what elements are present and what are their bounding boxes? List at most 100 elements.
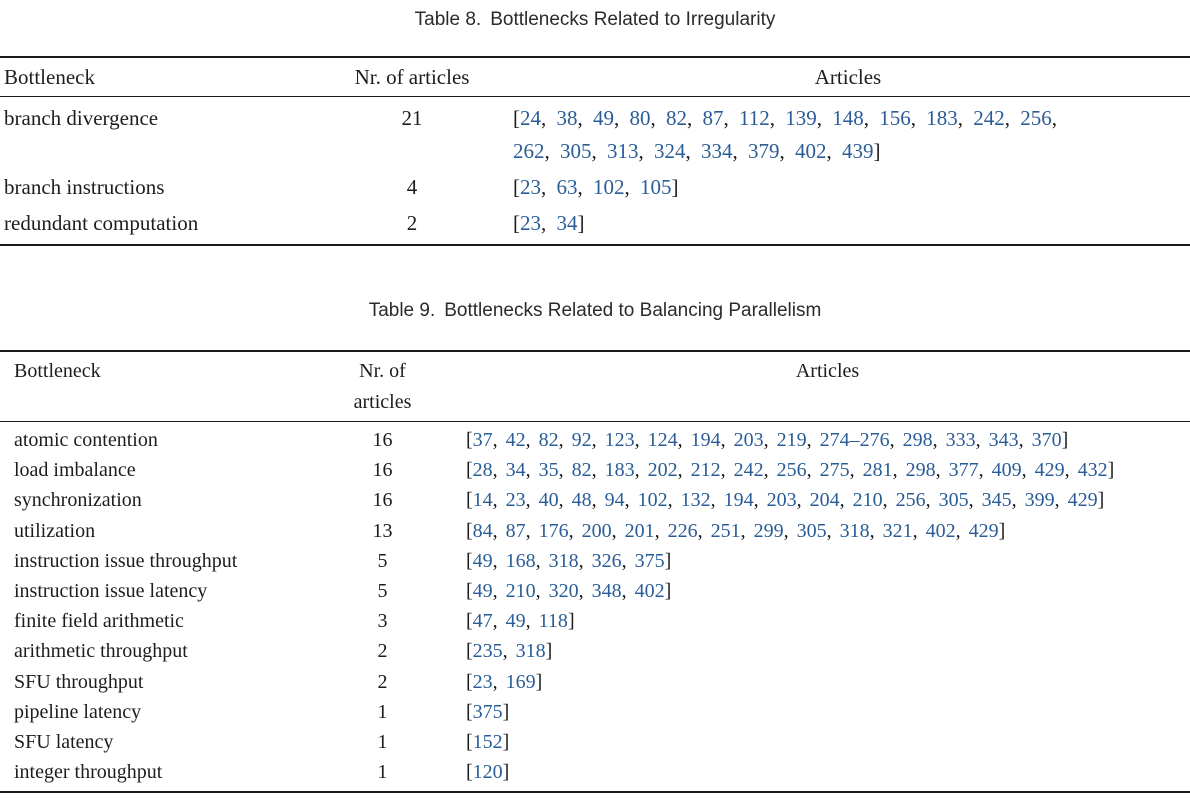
citation-link[interactable]: 432 [1077, 459, 1108, 482]
citation-link[interactable]: 120 [472, 761, 503, 784]
citation-link[interactable]: 23 [520, 211, 541, 235]
citation-link[interactable]: 345 [981, 489, 1012, 512]
citation-link[interactable]: 235 [472, 640, 503, 663]
citation-link[interactable]: 298 [905, 459, 936, 482]
citation-link[interactable]: 203 [766, 489, 797, 512]
citation-link[interactable]: 375 [634, 549, 665, 572]
citation-link[interactable]: 203 [733, 429, 764, 451]
citation-link[interactable]: 299 [753, 519, 784, 542]
citation-link[interactable]: 123 [604, 429, 635, 451]
citation-link[interactable]: 38 [556, 106, 578, 130]
citation-link[interactable]: 132 [680, 489, 711, 512]
citation-link[interactable]: 348 [591, 580, 622, 603]
citation-link[interactable]: 168 [505, 549, 536, 572]
citation-link[interactable]: 275 [819, 459, 850, 482]
citation-link[interactable]: 152 [472, 731, 503, 754]
citation-link[interactable]: 242 [973, 106, 1005, 130]
citation-link[interactable]: 379 [748, 139, 780, 163]
citation-link[interactable]: 80 [629, 106, 651, 130]
citation-link[interactable]: 87 [505, 519, 526, 542]
citation-link[interactable]: 334 [701, 139, 733, 163]
citation-link[interactable]: 201 [624, 519, 655, 542]
citation-link[interactable]: 313 [607, 139, 639, 163]
citation-link[interactable]: 305 [938, 489, 969, 512]
citation-link[interactable]: 318 [839, 519, 870, 542]
citation-link[interactable]: 82 [571, 459, 592, 482]
citation-link[interactable]: 333 [945, 429, 976, 451]
citation-link[interactable]: 47 [472, 610, 493, 633]
citation-link[interactable]: 34 [556, 211, 578, 235]
citation-link[interactable]: 251 [710, 519, 741, 542]
citation-link[interactable]: 262 [513, 139, 545, 163]
citation-link[interactable]: 194 [690, 429, 721, 451]
citation-link[interactable]: 429 [968, 519, 999, 542]
citation-link[interactable]: 200 [581, 519, 612, 542]
citation-link[interactable]: 409 [991, 459, 1022, 482]
citation-link[interactable]: 370 [1031, 429, 1062, 451]
citation-link[interactable]: 281 [862, 459, 893, 482]
citation-link[interactable]: 112 [739, 106, 770, 130]
citation-link[interactable]: 63 [556, 175, 578, 199]
citation-link[interactable]: 24 [520, 106, 541, 130]
citation-link[interactable]: 49 [593, 106, 614, 130]
citation-link[interactable]: 84 [472, 519, 493, 542]
citation-link[interactable]: 320 [548, 580, 579, 603]
citation-link[interactable]: 318 [548, 549, 579, 572]
citation-link[interactable]: 49 [472, 580, 493, 603]
citation-link[interactable]: 298 [902, 429, 933, 451]
citation-link[interactable]: 194 [723, 489, 754, 512]
citation-link[interactable]: 226 [667, 519, 698, 542]
citation-link[interactable]: 42 [505, 429, 526, 451]
citation-link[interactable]: 49 [472, 549, 493, 572]
citation-link[interactable]: 429 [1067, 489, 1098, 512]
citation-link[interactable]: 219 [776, 429, 807, 451]
citation-link[interactable]: 210 [505, 580, 536, 603]
citation-link[interactable]: 274–276 [819, 429, 890, 451]
citation-link[interactable]: 326 [591, 549, 622, 572]
citation-link[interactable]: 139 [785, 106, 817, 130]
citation-link[interactable]: 429 [1034, 459, 1065, 482]
citation-link[interactable]: 48 [571, 489, 592, 512]
citation-link[interactable]: 40 [538, 489, 559, 512]
citation-link[interactable]: 318 [515, 640, 546, 663]
citation-link[interactable]: 202 [647, 459, 678, 482]
citation-link[interactable]: 87 [702, 106, 724, 130]
citation-link[interactable]: 212 [690, 459, 721, 482]
citation-link[interactable]: 49 [505, 610, 526, 633]
citation-link[interactable]: 105 [640, 175, 672, 199]
citation-link[interactable]: 324 [654, 139, 686, 163]
citation-link[interactable]: 102 [637, 489, 668, 512]
citation-link[interactable]: 439 [842, 139, 874, 163]
citation-link[interactable]: 94 [604, 489, 625, 512]
citation-link[interactable]: 343 [988, 429, 1019, 451]
citation-link[interactable]: 28 [472, 459, 493, 482]
citation-link[interactable]: 118 [538, 610, 568, 633]
citation-link[interactable]: 23 [520, 175, 541, 199]
citation-link[interactable]: 402 [634, 580, 665, 603]
citation-link[interactable]: 402 [795, 139, 827, 163]
citation-link[interactable]: 34 [505, 459, 526, 482]
citation-link[interactable]: 256 [895, 489, 926, 512]
citation-link[interactable]: 82 [538, 429, 559, 451]
citation-link[interactable]: 102 [593, 175, 625, 199]
citation-link[interactable]: 377 [948, 459, 979, 482]
citation-link[interactable]: 242 [733, 459, 764, 482]
citation-link[interactable]: 305 [560, 139, 592, 163]
citation-link[interactable]: 399 [1024, 489, 1055, 512]
citation-link[interactable]: 176 [538, 519, 569, 542]
citation-link[interactable]: 82 [666, 106, 687, 130]
citation-link[interactable]: 402 [925, 519, 956, 542]
citation-link[interactable]: 156 [879, 106, 911, 130]
citation-link[interactable]: 23 [505, 489, 526, 512]
citation-link[interactable]: 204 [809, 489, 840, 512]
citation-link[interactable]: 23 [472, 670, 493, 693]
citation-link[interactable]: 321 [882, 519, 913, 542]
citation-link[interactable]: 148 [832, 106, 864, 130]
citation-link[interactable]: 305 [796, 519, 827, 542]
citation-link[interactable]: 210 [852, 489, 883, 512]
citation-link[interactable]: 14 [472, 489, 493, 512]
citation-link[interactable]: 92 [571, 429, 592, 451]
citation-link[interactable]: 256 [1020, 106, 1052, 130]
citation-link[interactable]: 124 [647, 429, 678, 451]
citation-link[interactable]: 35 [538, 459, 559, 482]
